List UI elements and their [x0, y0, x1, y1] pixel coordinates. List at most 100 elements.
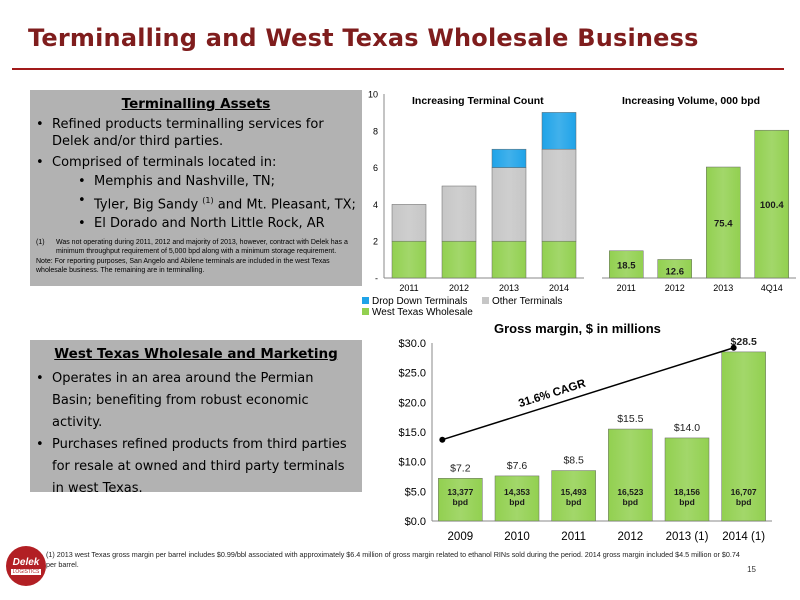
terminal-count-chart: - 2 4 6 8 10 Increasing Terminal Count 2011 2012… [362, 90, 584, 318]
value-label: $28.5 [731, 336, 757, 348]
bar-segment [541, 148, 577, 242]
volume-chart: Increasing Volume, 000 bpd 18.5 2011 12.6 20… [602, 95, 796, 293]
volume-label: 15,493 [561, 487, 587, 497]
legend-swatch [482, 297, 489, 304]
bar-segment [491, 148, 527, 168]
location-item: Memphis and Nashville, TN; [34, 172, 362, 191]
y-tick-label: $0.0 [405, 516, 426, 528]
bar-segment [491, 167, 527, 242]
value-label: $15.5 [617, 413, 643, 425]
page-title: Terminalling and West Texas Wholesale Bu… [28, 24, 699, 52]
volume-label: 18,156 [674, 487, 700, 497]
value-label: $8.5 [563, 455, 584, 467]
chart-title: Increasing Volume, 000 bpd [622, 95, 760, 107]
delek-logo: Delek LOGISTICS [6, 546, 46, 586]
wholesale-bullet-2: Purchases refined products from third pa… [34, 434, 356, 500]
bar [721, 351, 766, 522]
y-tick-label: 4 [373, 200, 378, 210]
volume-label: 13,377 [447, 487, 473, 497]
bar-segment [391, 240, 427, 279]
x-tick-label: 2013 [713, 283, 733, 293]
bar-segment [391, 204, 427, 242]
legend-label: West Texas Wholesale [372, 307, 473, 318]
bar-segment [441, 185, 477, 242]
value-label: $7.2 [450, 462, 471, 474]
y-tick-label: - [375, 274, 378, 284]
bar-segment [491, 240, 527, 279]
terminalling-panel: Terminalling Assets Refined products ter… [30, 90, 362, 286]
volume-unit-label: bpd [679, 497, 695, 507]
bar [706, 166, 741, 279]
y-tick-label: $10.0 [398, 457, 426, 469]
location-item: El Dorado and North Little Rock, AR [34, 214, 362, 233]
wholesale-bullet-1: Operates in an area around the Permian B… [34, 368, 356, 434]
x-tick-label: 4Q14 [761, 283, 783, 293]
x-tick-label: 2012 [449, 283, 469, 293]
x-tick-label: 2012 [618, 531, 644, 543]
y-tick-label: 8 [373, 126, 378, 136]
x-tick-label: 2011 [561, 531, 586, 543]
volume-unit-label: bpd [453, 497, 469, 507]
legend-swatch [362, 297, 369, 304]
x-tick-label: 2014 (1) [722, 531, 765, 543]
x-tick-label: 2013 [499, 283, 519, 293]
x-tick-label: 2011 [617, 283, 636, 293]
x-tick-label: 2012 [665, 283, 685, 293]
trend-end-point [730, 344, 737, 351]
volume-unit-label: bpd [509, 497, 525, 507]
bar [551, 470, 596, 522]
volume-label: 16,523 [617, 487, 643, 497]
terminalling-footnote: (1) Was not operating during 2011, 2012 … [36, 239, 348, 256]
y-tick-label: $5.0 [405, 486, 426, 498]
page-number: 15 [747, 565, 756, 574]
legend-label: Other Terminals [492, 296, 562, 307]
terminalling-bullet-2: Comprised of terminals located in: [34, 154, 356, 171]
data-label: 100.4 [760, 200, 784, 211]
bar [754, 129, 789, 279]
x-tick-label: 2009 [448, 531, 474, 543]
y-tick-label: $25.0 [398, 368, 426, 380]
bar [438, 478, 483, 522]
y-tick-label: $20.0 [398, 397, 426, 409]
chart-title: Increasing Terminal Count [412, 95, 544, 107]
terminalling-heading: Terminalling Assets [121, 96, 271, 112]
x-tick-label: 2011 [399, 283, 418, 293]
volume-label: 16,707 [731, 487, 757, 497]
x-tick-label: 2010 [504, 531, 530, 543]
wholesale-heading: West Texas Wholesale and Marketing [54, 346, 338, 362]
x-tick-label: 2013 (1) [666, 531, 709, 543]
chart-title: Gross margin, $ in millions [494, 321, 661, 336]
y-tick-label: 6 [373, 163, 378, 173]
y-tick-label: 10 [368, 90, 378, 100]
footer-note: (1) 2013 west Texas gross margin per bar… [46, 550, 740, 569]
bar [664, 437, 710, 522]
value-label: $7.6 [507, 460, 528, 472]
bar [608, 428, 653, 522]
bar [494, 475, 540, 522]
bar [657, 259, 692, 279]
data-label: 75.4 [714, 219, 733, 230]
value-label: $14.0 [674, 422, 700, 434]
y-tick-label: $30.0 [398, 338, 426, 350]
bar [609, 250, 644, 279]
legend-label: Drop Down Terminals [372, 296, 467, 307]
y-tick-label: $15.0 [398, 427, 426, 439]
title-divider [12, 68, 784, 70]
volume-unit-label: bpd [566, 497, 582, 507]
terminalling-note: Note: For reporting purposes, San Angelo… [36, 258, 330, 275]
bar-segment [541, 112, 577, 150]
location-item: Tyler, Big Sandy (1) and Mt. Pleasant, T… [34, 191, 362, 214]
volume-label: 14,353 [504, 487, 530, 497]
trend-line [442, 347, 734, 441]
trend-start-point [439, 436, 446, 443]
gross-margin-chart: Gross margin, $ in millions $0.0 $5.0 $10.0… [398, 321, 772, 543]
data-label: 18.5 [617, 260, 636, 271]
data-label: 12.6 [666, 266, 685, 277]
bar-segment [441, 240, 477, 279]
wholesale-panel: West Texas Wholesale and Marketing Opera… [30, 340, 362, 496]
legend-swatch [362, 308, 369, 315]
volume-unit-label: bpd [736, 497, 752, 507]
x-tick-label: 2014 [549, 283, 569, 293]
terminalling-bullet-1: Refined products terminalling services f… [34, 116, 356, 150]
volume-unit-label: bpd [623, 497, 639, 507]
